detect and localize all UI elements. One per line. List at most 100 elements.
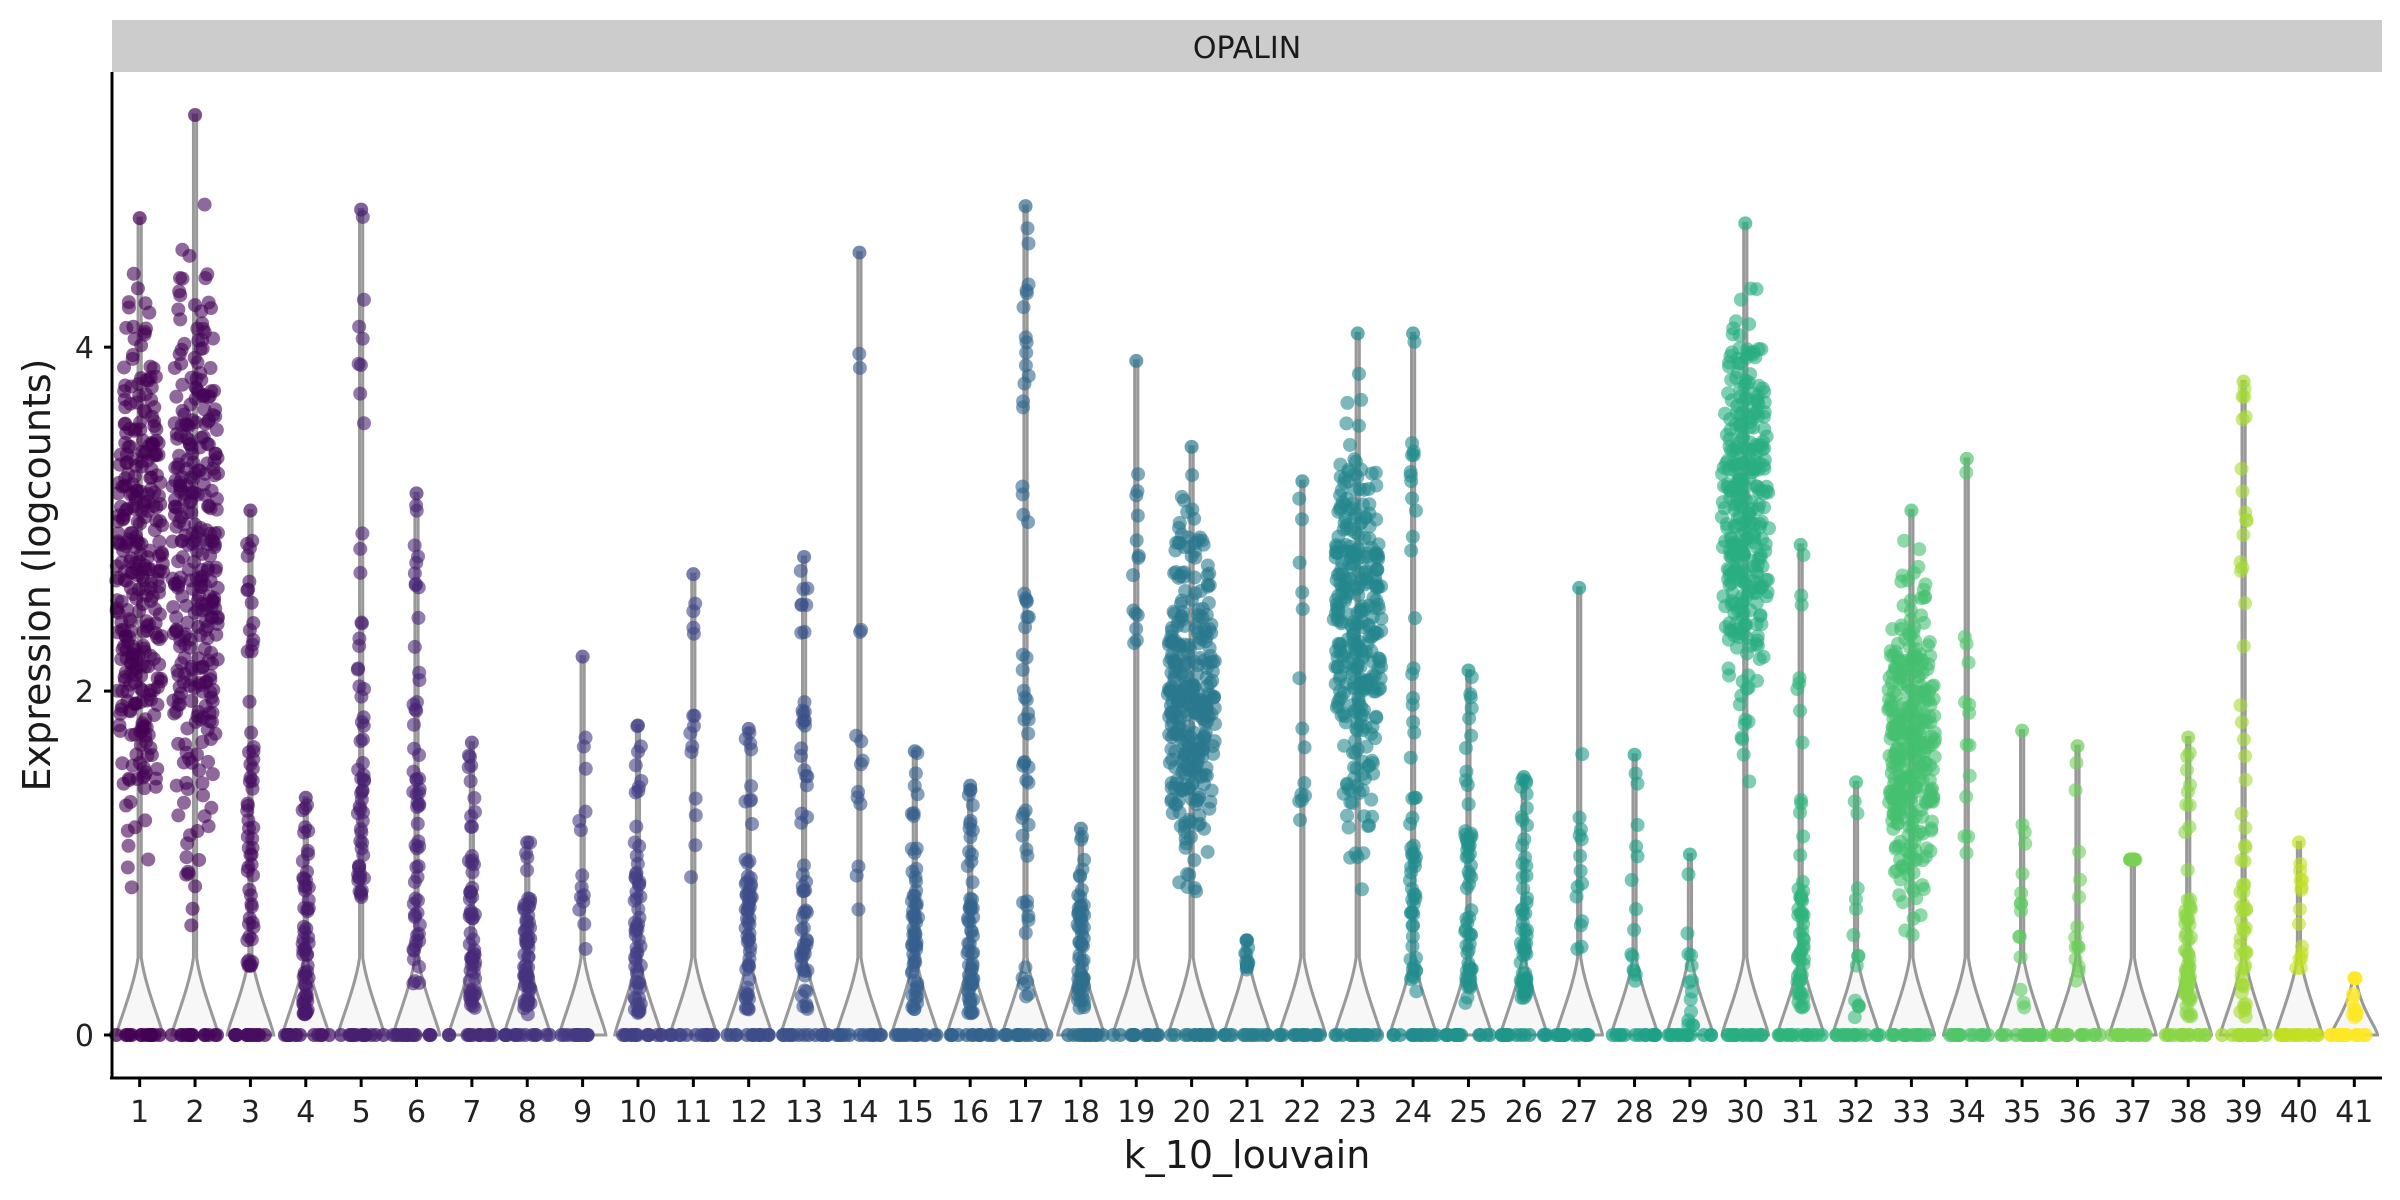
expr-point-30 [1752, 651, 1767, 666]
expr-point-1 [113, 499, 128, 514]
expr-point-20 [1179, 836, 1194, 851]
expr-point-20 [1185, 468, 1200, 483]
expr-point-22 [1297, 775, 1312, 790]
expr-point-26 [1518, 850, 1533, 865]
expr-point-2 [186, 582, 201, 597]
violin-group-40 [2273, 835, 2326, 1043]
expr-point-3 [241, 841, 256, 856]
expr-point-31 [1796, 999, 1811, 1014]
expr-point-2 [191, 333, 206, 348]
zero-point-20 [1181, 1028, 1196, 1043]
violin-group-28 [1605, 747, 1663, 1043]
expr-point-26 [1515, 870, 1530, 885]
expr-point-38 [2182, 819, 2197, 834]
expr-point-23 [1341, 820, 1356, 835]
zero-point-9 [554, 1028, 569, 1043]
expr-point-20 [1174, 609, 1189, 624]
max-point-35 [2015, 723, 2030, 738]
expr-point-20 [1172, 515, 1187, 530]
expr-point-13 [799, 778, 814, 793]
expr-point-6 [410, 893, 425, 908]
zero-point-8 [529, 1028, 544, 1043]
expr-point-29 [1685, 1018, 1700, 1033]
zero-point-17 [997, 1028, 1012, 1043]
expr-point-39 [2233, 698, 2248, 713]
expr-point-17 [1019, 989, 1034, 1004]
expr-point-10 [628, 758, 643, 773]
expr-point-40 [2291, 916, 2306, 931]
expr-point-17 [1015, 828, 1030, 843]
max-point-16 [963, 778, 978, 793]
expr-point-34 [1957, 829, 1972, 844]
zero-point-40 [2277, 1028, 2292, 1043]
expr-point-1 [138, 296, 153, 311]
expr-point-17 [1017, 754, 1032, 769]
violin-group-34 [1941, 451, 1995, 1043]
expr-point-17 [1019, 345, 1034, 360]
x-tick-label: 7 [462, 1095, 481, 1130]
expr-point-23 [1364, 792, 1379, 807]
expr-point-2 [192, 852, 207, 867]
expr-point-20 [1201, 595, 1216, 610]
expr-point-1 [125, 348, 140, 363]
expr-point-20 [1180, 728, 1195, 743]
max-point-41 [2347, 971, 2362, 986]
expr-point-1 [121, 532, 136, 547]
zero-point-2 [208, 1028, 223, 1043]
max-point-18 [1073, 821, 1088, 836]
expr-point-6 [407, 639, 422, 654]
expr-point-23 [1350, 581, 1365, 596]
expr-point-23 [1347, 452, 1362, 467]
max-point-11 [686, 567, 701, 582]
x-tick-label: 28 [1615, 1095, 1653, 1130]
violin-group-38 [2158, 730, 2213, 1043]
expr-point-24 [1404, 543, 1419, 558]
expr-point-20 [1200, 577, 1215, 592]
expr-point-20 [1183, 641, 1198, 656]
expr-point-30 [1743, 638, 1758, 653]
x-tick-label: 38 [2169, 1095, 2207, 1130]
expr-point-33 [1906, 768, 1921, 783]
expr-point-2 [188, 879, 203, 894]
expr-point-23 [1365, 809, 1380, 824]
expr-point-30 [1719, 427, 1734, 442]
expr-point-20 [1187, 511, 1202, 526]
violin-group-19 [1106, 353, 1166, 1043]
expr-point-26 [1518, 976, 1533, 991]
expr-point-30 [1729, 640, 1744, 655]
expr-point-2 [169, 389, 184, 404]
expr-point-17 [1021, 909, 1036, 924]
expr-point-1 [151, 585, 166, 600]
expr-point-6 [406, 697, 421, 712]
expr-point-23 [1369, 709, 1384, 724]
expr-point-17 [1016, 507, 1031, 522]
expr-point-1 [127, 331, 142, 346]
expr-point-1 [117, 360, 132, 375]
expr-point-3 [245, 773, 260, 788]
expr-point-11 [688, 838, 703, 853]
expr-point-2 [195, 776, 210, 791]
expr-point-21 [1240, 953, 1255, 968]
expr-point-33 [1894, 859, 1909, 874]
expr-point-30 [1757, 500, 1772, 515]
zero-point-36 [2060, 1028, 2075, 1043]
expr-point-41 [2349, 1007, 2364, 1022]
expr-point-2 [197, 388, 212, 403]
expr-point-30 [1742, 774, 1757, 789]
plot-area [109, 107, 2380, 1043]
expr-point-2 [171, 690, 186, 705]
expr-point-39 [2235, 560, 2250, 575]
expr-point-29 [1682, 975, 1697, 990]
expr-point-27 [1570, 942, 1585, 957]
expr-point-13 [798, 903, 813, 918]
expr-point-23 [1359, 739, 1374, 754]
expr-point-5 [351, 356, 366, 371]
expr-point-26 [1515, 838, 1530, 853]
max-point-29 [1682, 847, 1697, 862]
expr-point-25 [1461, 797, 1476, 812]
expr-point-1 [118, 416, 133, 431]
expr-point-36 [2068, 952, 2083, 967]
expr-point-2 [169, 610, 184, 625]
expr-point-33 [1917, 615, 1932, 630]
expr-point-1 [119, 320, 134, 335]
